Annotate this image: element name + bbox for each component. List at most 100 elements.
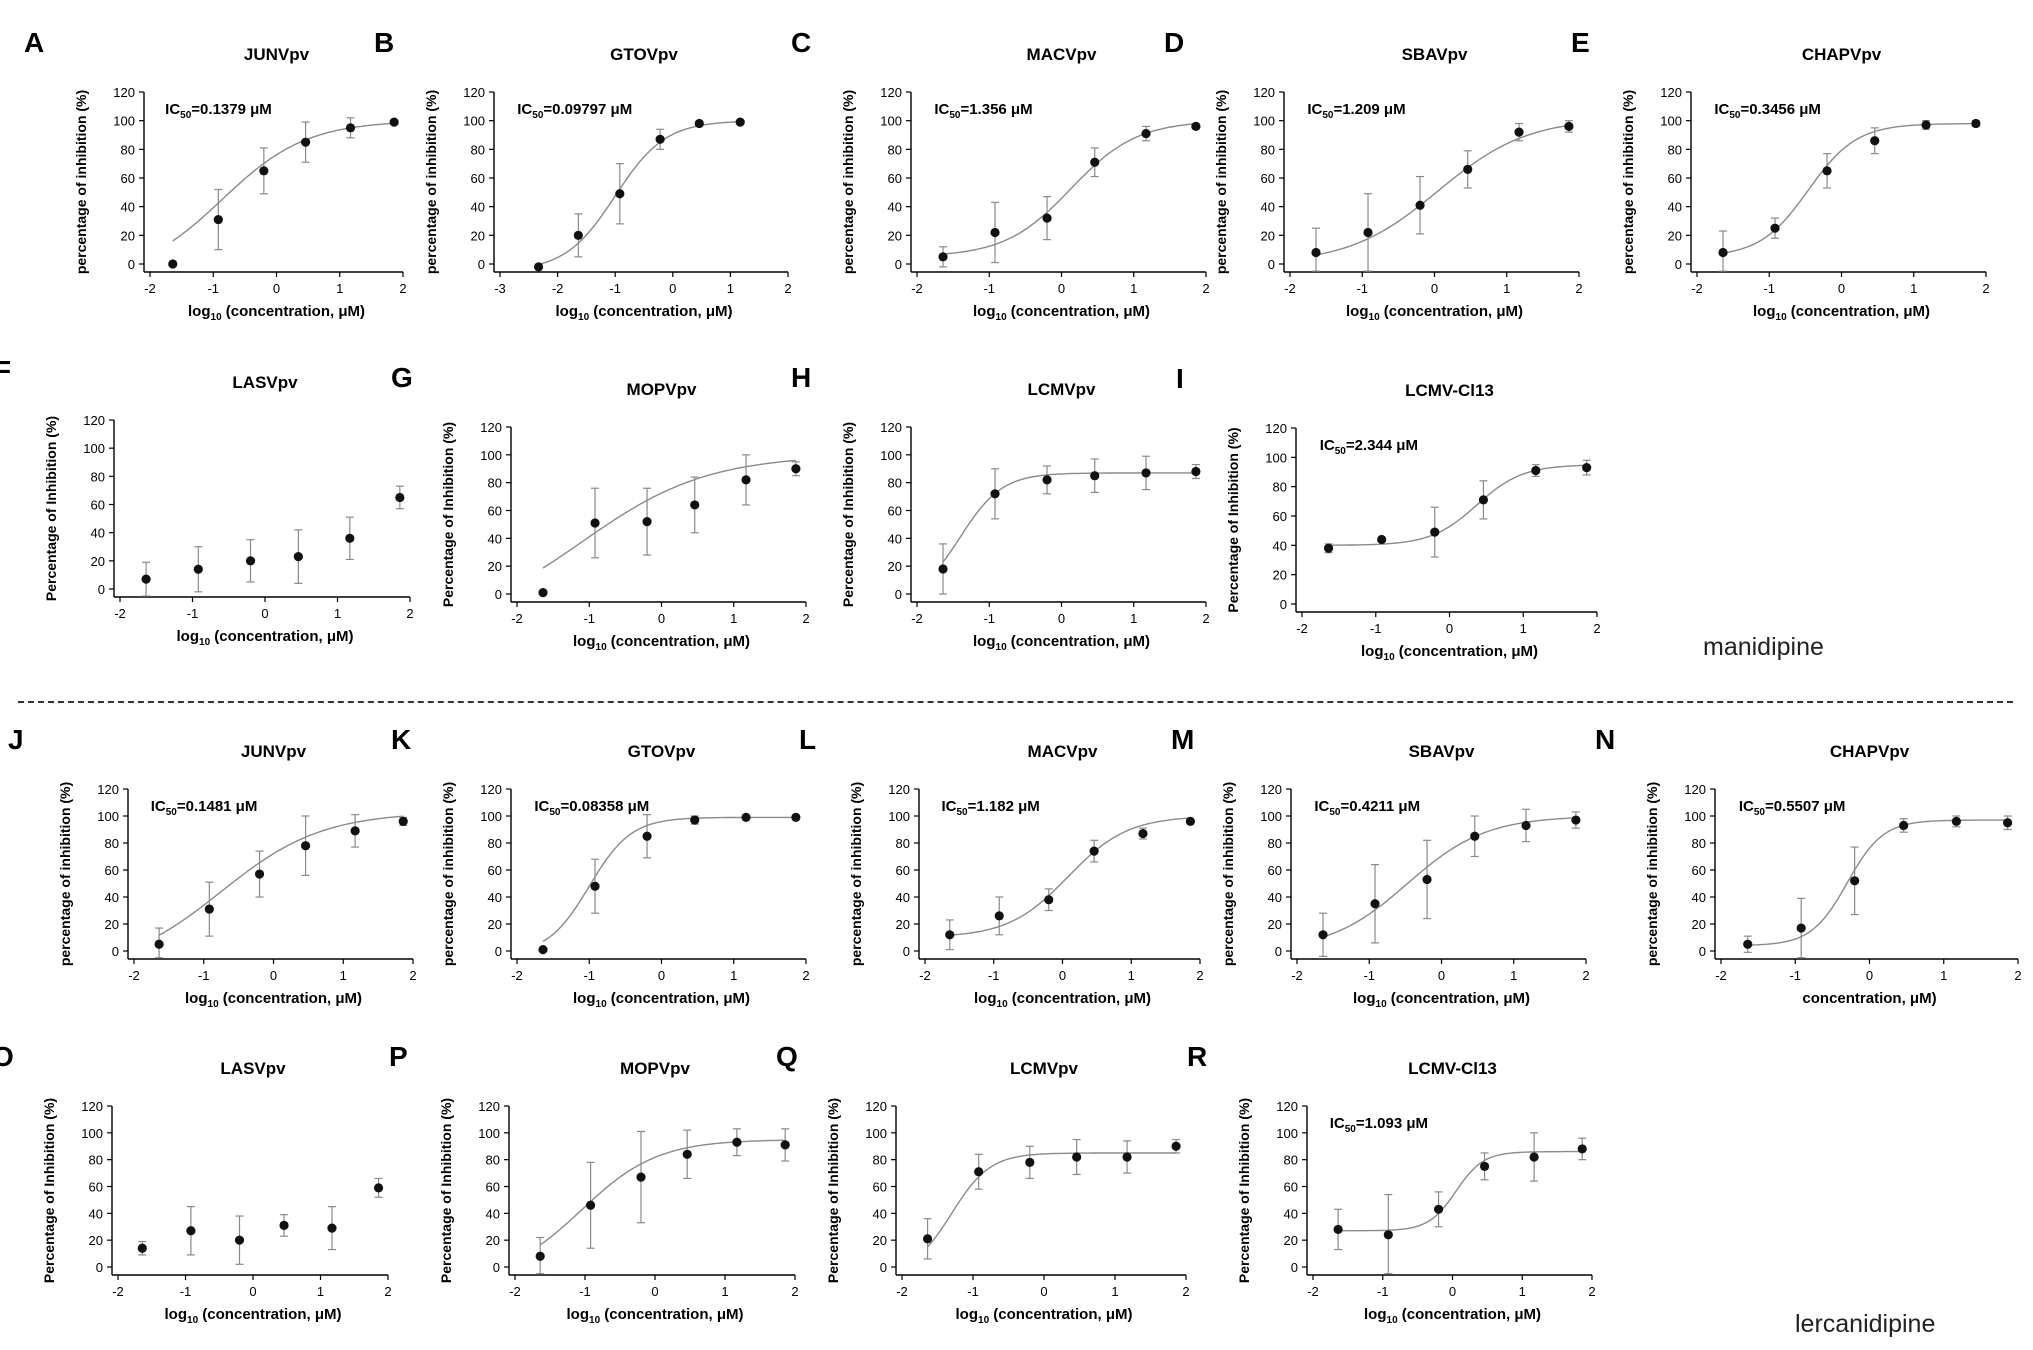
y-tick-label: 0 xyxy=(112,944,119,959)
x-tick-label: 0 xyxy=(669,281,676,296)
data-point xyxy=(538,588,548,598)
data-point xyxy=(791,812,801,822)
x-tick-label: 1 xyxy=(721,1284,728,1299)
y-tick-label: 40 xyxy=(888,531,902,546)
panel-letter: D xyxy=(1164,27,1184,58)
data-point xyxy=(994,911,1004,921)
x-tick-label: 1 xyxy=(334,606,341,621)
y-tick-label: 60 xyxy=(91,498,105,513)
x-tick-label: 1 xyxy=(1519,1284,1526,1299)
fit-curve xyxy=(1747,819,2008,946)
y-tick-label: 0 xyxy=(895,587,902,602)
data-point xyxy=(1377,534,1387,545)
data-point xyxy=(2003,818,2013,828)
panel-letter: A xyxy=(24,27,44,58)
data-point xyxy=(1770,223,1780,233)
y-tick-label: 20 xyxy=(888,228,902,243)
data-point xyxy=(254,869,265,879)
y-tick-label: 0 xyxy=(903,944,910,959)
data-point xyxy=(327,1223,337,1233)
y-axis-label: Percentage of Inhibition (%) xyxy=(1225,427,1241,612)
drug-label-manidipine: manidipine xyxy=(1703,633,1824,661)
y-tick-label: 20 xyxy=(91,554,105,569)
x-tick-label: 2 xyxy=(2014,968,2021,983)
data-point xyxy=(1743,939,1753,949)
y-tick-label: 60 xyxy=(1284,1180,1298,1195)
y-tick-label: 100 xyxy=(81,1126,103,1141)
data-point xyxy=(1138,828,1148,839)
y-tick-label: 40 xyxy=(1668,200,1682,215)
ic50-annotation: IC50=0.09797 μM xyxy=(517,101,632,121)
chart-title: CHAPVpv xyxy=(1802,45,1882,64)
data-point xyxy=(573,230,583,240)
y-tick-label: 60 xyxy=(105,863,119,878)
y-tick-label: 0 xyxy=(98,582,105,597)
data-point xyxy=(682,1149,692,1159)
x-tick-label: 1 xyxy=(727,281,734,296)
chart-title: LCMVpv xyxy=(1028,380,1097,399)
chart-panel-c: C MACVpv 0 20 40 60 80 100 120 -2 -1 0 1 2 log10 (conc… xyxy=(791,27,1210,323)
x-tick-label: 1 xyxy=(1111,1284,1118,1299)
y-tick-label: 80 xyxy=(91,469,105,484)
x-tick-label: -1 xyxy=(1789,968,1801,983)
x-tick-label: -2 xyxy=(511,968,523,983)
data-point xyxy=(213,214,223,225)
ic50-annotation: IC50=0.5507 μM xyxy=(1739,798,1846,818)
x-tick-label: 0 xyxy=(1431,281,1438,296)
data-point xyxy=(193,564,203,574)
chart-title: MOPVpv xyxy=(620,1059,690,1078)
y-axis-label: Percentage of Inhibition (%) xyxy=(840,422,856,607)
panel-letter: N xyxy=(1595,724,1615,755)
y-tick-label: 80 xyxy=(888,476,902,491)
x-tick-label: 1 xyxy=(1503,281,1510,296)
x-tick-label: 2 xyxy=(802,968,809,983)
chart-panel-p: P MOPVpv 0 20 40 60 80 100 120 -2 -1 0 1 2 log10 (conc… xyxy=(389,1041,799,1326)
ic50-annotation: IC50=1.182 μM xyxy=(942,798,1040,818)
y-tick-label: 100 xyxy=(97,809,119,824)
x-axis-label: log10 (concentration, μM) xyxy=(973,303,1150,323)
chart-title: MACVpv xyxy=(1028,742,1098,761)
panel-letter: J xyxy=(8,724,24,755)
data-point xyxy=(945,930,955,940)
fit-curve xyxy=(158,815,404,936)
y-tick-label: 120 xyxy=(478,1099,500,1114)
chart-panel-m: M SBAVpv 0 20 40 60 80 100 120 -2 -1 0 1 2 log10 (conc… xyxy=(1171,724,1590,1010)
data-point xyxy=(615,189,625,199)
chart-panel-n: N CHAPVpv 0 20 40 60 80 100 120 -2 -1 0 1 2 concentrat… xyxy=(1595,724,2022,1007)
y-tick-label: 120 xyxy=(81,1099,103,1114)
y-tick-label: 0 xyxy=(880,1260,887,1275)
panel-letter: G xyxy=(391,362,413,393)
y-tick-label: 120 xyxy=(1253,85,1275,100)
fit-curve xyxy=(172,122,395,242)
y-tick-label: 60 xyxy=(888,504,902,519)
x-axis-label: log10 (concentration, μM) xyxy=(567,1306,744,1326)
x-tick-label: 0 xyxy=(1446,621,1453,636)
x-tick-label: -2 xyxy=(1284,281,1296,296)
data-point xyxy=(1478,495,1489,505)
x-tick-label: 2 xyxy=(1575,281,1582,296)
data-point xyxy=(1479,1161,1490,1171)
fit-curve xyxy=(1328,464,1587,546)
data-point xyxy=(586,1200,596,1210)
y-tick-label: 20 xyxy=(488,917,502,932)
y-tick-label: 100 xyxy=(463,114,485,129)
y-tick-label: 100 xyxy=(880,114,902,129)
y-tick-label: 80 xyxy=(1284,1153,1298,1168)
y-tick-label: 60 xyxy=(121,171,135,186)
x-axis-label: log10 (concentration, μM) xyxy=(556,303,733,323)
data-point xyxy=(642,831,652,841)
fit-curve xyxy=(539,1139,786,1246)
x-axis-label: log10 (concentration, μM) xyxy=(1346,303,1523,323)
x-tick-label: 1 xyxy=(730,611,737,626)
x-tick-label: 0 xyxy=(651,1284,658,1299)
ic50-annotation: IC50=0.4211 μM xyxy=(1314,798,1420,818)
chart-panel-q: Q LCMVpv 0 20 40 60 80 100 120 -2 -1 0 1 2 log10 (conc… xyxy=(776,1041,1190,1326)
x-tick-label: -1 xyxy=(1763,281,1775,296)
panel-letter: H xyxy=(791,362,811,393)
x-tick-label: -1 xyxy=(967,1284,979,1299)
y-tick-label: 40 xyxy=(888,200,902,215)
x-tick-label: 1 xyxy=(1510,968,1517,983)
y-tick-label: 120 xyxy=(1684,782,1706,797)
x-tick-label: 2 xyxy=(1196,968,1203,983)
chart-panel-k: K GTOVpv 0 20 40 60 80 100 120 -2 -1 0 1 2 log10 (conc… xyxy=(391,724,810,1010)
